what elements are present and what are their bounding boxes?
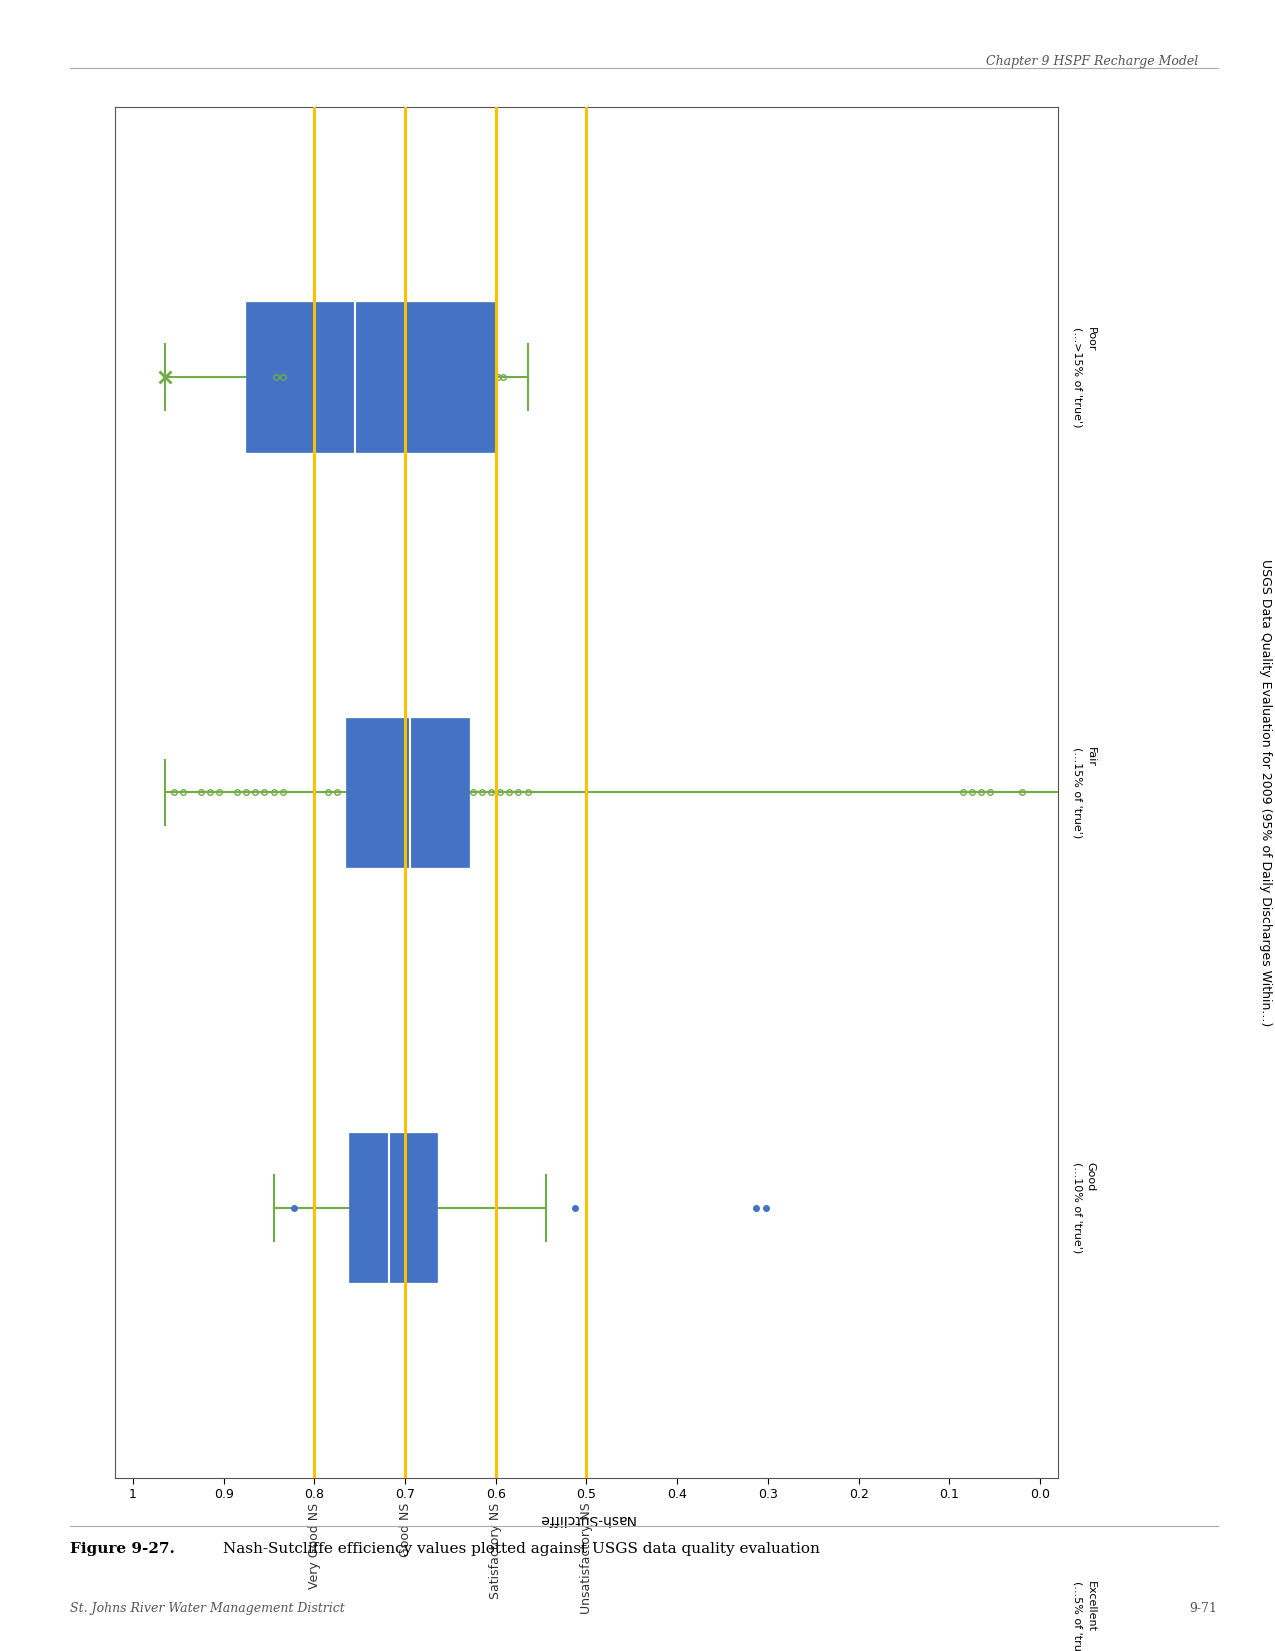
Text: Poor
(...>15% of 'true'): Poor (...>15% of 'true') xyxy=(1072,327,1095,428)
Bar xyxy=(346,718,468,867)
Text: Chapter 9 HSPF Recharge Model: Chapter 9 HSPF Recharge Model xyxy=(987,54,1198,68)
Bar xyxy=(349,1133,437,1283)
Text: Nash-Sutcliffe efficiency values plotted against USGS data quality evaluation: Nash-Sutcliffe efficiency values plotted… xyxy=(223,1542,820,1555)
Text: Good
(...10% of 'true'): Good (...10% of 'true') xyxy=(1072,1162,1095,1253)
Text: 9-71: 9-71 xyxy=(1190,1601,1218,1615)
X-axis label: Nash-Sutcliffe: Nash-Sutcliffe xyxy=(538,1512,635,1526)
Text: Satisfactory NS: Satisfactory NS xyxy=(490,1502,502,1598)
Text: Unsatisfactory NS: Unsatisfactory NS xyxy=(580,1502,593,1615)
Text: USGS Data Quality Evaluation for 2009 (95% of Daily Discharges Within...): USGS Data Quality Evaluation for 2009 (9… xyxy=(1260,558,1272,1027)
Text: Excellent
(...5% of 'true'): Excellent (...5% of 'true') xyxy=(1072,1582,1095,1651)
Text: Figure 9-27.: Figure 9-27. xyxy=(70,1542,175,1555)
Bar xyxy=(246,302,496,452)
Text: St. Johns River Water Management District: St. Johns River Water Management Distric… xyxy=(70,1601,344,1615)
Text: Good NS: Good NS xyxy=(399,1502,412,1557)
Text: Fair
(...15% of 'true'): Fair (...15% of 'true') xyxy=(1072,746,1095,839)
Text: Very Good NS: Very Good NS xyxy=(307,1502,321,1588)
